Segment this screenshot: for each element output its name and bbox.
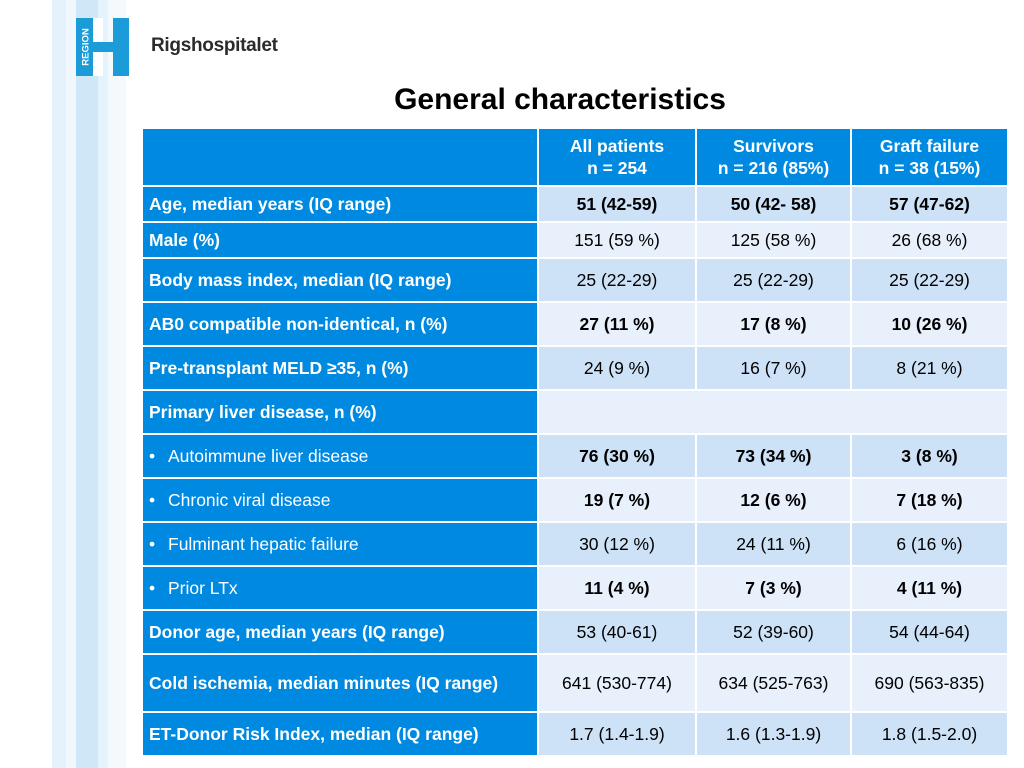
header-col-label: All patients bbox=[569, 136, 665, 156]
logo-bar-right bbox=[113, 18, 129, 76]
row-value-cell: 12 (6 %) bbox=[695, 477, 852, 523]
row-value-cell: 690 (563-835) bbox=[850, 653, 1009, 713]
row-value-cell: 16 (7 %) bbox=[695, 345, 852, 391]
row-value-cell: 25 (22-29) bbox=[695, 257, 852, 303]
row-value-cell: 57 (47-62) bbox=[850, 185, 1009, 223]
row-value-cell: 1.8 (1.5-2.0) bbox=[850, 711, 1009, 757]
row-value-cell: 3 (8 %) bbox=[850, 433, 1009, 479]
row-value-cell: 30 (12 %) bbox=[537, 521, 697, 567]
row-label: Fulminant hepatic failure bbox=[168, 534, 359, 554]
row-value-cell: 52 (39-60) bbox=[695, 609, 852, 655]
row-value-cell: 26 (68 %) bbox=[850, 221, 1009, 259]
logo-text: REGION bbox=[81, 28, 92, 66]
row-label: AB0 compatible non-identical, n (%) bbox=[149, 314, 448, 334]
row-value-cell: 53 (40-61) bbox=[537, 609, 697, 655]
characteristics-table: All patients n = 254 Survivors n = 216 (… bbox=[141, 127, 1009, 757]
logo-crossbar bbox=[93, 42, 117, 52]
row-value-cell: 17 (8 %) bbox=[695, 301, 852, 347]
row-label-cell: AB0 compatible non-identical, n (%) bbox=[141, 301, 539, 347]
header-col-sub: n = 38 (15%) bbox=[878, 158, 981, 178]
row-value-cell: 125 (58 %) bbox=[695, 221, 852, 259]
row-value-cell: 54 (44-64) bbox=[850, 609, 1009, 655]
header-label-cell bbox=[141, 127, 539, 187]
row-value-cell: 8 (21 %) bbox=[850, 345, 1009, 391]
row-blank-cell bbox=[537, 389, 1009, 435]
row-label: Pre-transplant MELD ≥35, n (%) bbox=[149, 358, 409, 378]
row-value-cell: 25 (22-29) bbox=[850, 257, 1009, 303]
row-value-cell: 19 (7 %) bbox=[537, 477, 697, 523]
page-title: General characteristics bbox=[394, 83, 726, 116]
header-col-graft-failure: Graft failure n = 38 (15%) bbox=[850, 127, 1009, 187]
header-col-label: Survivors bbox=[733, 136, 814, 156]
row-label-cell: • Fulminant hepatic failure bbox=[141, 521, 539, 567]
bullet-icon: • bbox=[149, 490, 156, 510]
row-label-cell: Donor age, median years (IQ range) bbox=[141, 609, 539, 655]
row-value-cell: 50 (42- 58) bbox=[695, 185, 852, 223]
row-label: Body mass index, median (IQ range) bbox=[149, 270, 452, 290]
row-value-cell: 73 (34 %) bbox=[695, 433, 852, 479]
row-value-cell: 6 (16 %) bbox=[850, 521, 1009, 567]
row-label-cell: • Chronic viral disease bbox=[141, 477, 539, 523]
row-label-cell: • Autoimmune liver disease bbox=[141, 433, 539, 479]
logo-bar-left bbox=[76, 18, 93, 76]
row-value-cell: 25 (22-29) bbox=[537, 257, 697, 303]
row-value-cell: 151 (59 %) bbox=[537, 221, 697, 259]
row-label-cell: Primary liver disease, n (%) bbox=[141, 389, 539, 435]
table-header-row: All patients n = 254 Survivors n = 216 (… bbox=[141, 127, 1009, 187]
row-label: Donor age, median years (IQ range) bbox=[149, 622, 445, 642]
row-value-cell: 1.6 (1.3-1.9) bbox=[695, 711, 852, 757]
header-col-sub: n = 254 bbox=[587, 158, 647, 178]
table-row: • Autoimmune liver disease 76 (30 %) 73 (34… bbox=[141, 433, 1009, 479]
row-label: Age, median years (IQ range) bbox=[149, 194, 392, 214]
bullet-icon: • bbox=[149, 446, 156, 466]
table-row: • Fulminant hepatic failure 30 (12 %) 24 (1… bbox=[141, 521, 1009, 567]
bullet-icon: • bbox=[149, 534, 156, 554]
row-value-cell: 7 (18 %) bbox=[850, 477, 1009, 523]
row-value-cell: 24 (9 %) bbox=[537, 345, 697, 391]
table-row: AB0 compatible non-identical, n (%) 27 (1… bbox=[141, 301, 1009, 347]
row-label: Male (%) bbox=[149, 230, 220, 250]
table-row: Primary liver disease, n (%) bbox=[141, 389, 1009, 435]
row-label: Autoimmune liver disease bbox=[168, 446, 369, 466]
row-label-cell: ET-Donor Risk Index, median (IQ range) bbox=[141, 711, 539, 757]
table-row: ET-Donor Risk Index, median (IQ range) 1.… bbox=[141, 711, 1009, 757]
row-label-cell: Cold ischemia, median minutes (IQ range) bbox=[141, 653, 539, 713]
header-col-sub: n = 216 (85%) bbox=[717, 158, 830, 178]
row-label: Primary liver disease, n (%) bbox=[149, 402, 377, 422]
table-row: Male (%) 151 (59 %) 125 (58 %) 26 (68 %) bbox=[141, 221, 1009, 259]
row-value-cell: 7 (3 %) bbox=[695, 565, 852, 611]
table-row: Pre-transplant MELD ≥35, n (%) 24 (9 %) 16… bbox=[141, 345, 1009, 391]
row-value-cell: 10 (26 %) bbox=[850, 301, 1009, 347]
brand-name: Rigshospitalet bbox=[151, 35, 278, 56]
table-row: • Prior LTx 11 (4 %) 7 (3 %) 4 (11 %) bbox=[141, 565, 1009, 611]
row-value-cell: 11 (4 %) bbox=[537, 565, 697, 611]
row-label: ET-Donor Risk Index, median (IQ range) bbox=[149, 724, 479, 744]
table-row: • Chronic viral disease 19 (7 %) 12 (6 %) 7 … bbox=[141, 477, 1009, 523]
row-value-cell: 1.7 (1.4-1.9) bbox=[537, 711, 697, 757]
row-label: Prior LTx bbox=[168, 578, 238, 598]
table-row: Cold ischemia, median minutes (IQ range)… bbox=[141, 653, 1009, 713]
row-label-cell: • Prior LTx bbox=[141, 565, 539, 611]
row-value-cell: 4 (11 %) bbox=[850, 565, 1009, 611]
row-label-cell: Pre-transplant MELD ≥35, n (%) bbox=[141, 345, 539, 391]
row-label-cell: Body mass index, median (IQ range) bbox=[141, 257, 539, 303]
header-col-label: Graft failure bbox=[879, 136, 980, 156]
row-value-cell: 76 (30 %) bbox=[537, 433, 697, 479]
table-row: Age, median years (IQ range) 51 (42-59) 50… bbox=[141, 185, 1009, 223]
row-label-cell: Male (%) bbox=[141, 221, 539, 259]
header-col-survivors: Survivors n = 216 (85%) bbox=[695, 127, 852, 187]
row-label-cell: Age, median years (IQ range) bbox=[141, 185, 539, 223]
row-value-cell: 634 (525-763) bbox=[695, 653, 852, 713]
row-value-cell: 27 (11 %) bbox=[537, 301, 697, 347]
header-col-all: All patients n = 254 bbox=[537, 127, 697, 187]
table-row: Body mass index, median (IQ range) 25 (22… bbox=[141, 257, 1009, 303]
region-h-logo: REGION bbox=[76, 18, 129, 76]
row-label: Cold ischemia, median minutes (IQ range) bbox=[149, 673, 499, 693]
row-value-cell: 51 (42-59) bbox=[537, 185, 697, 223]
bullet-icon: • bbox=[149, 578, 156, 598]
table-row: Donor age, median years (IQ range) 53 (40… bbox=[141, 609, 1009, 655]
row-label: Chronic viral disease bbox=[168, 490, 331, 510]
row-value-cell: 641 (530-774) bbox=[537, 653, 697, 713]
row-value-cell: 24 (11 %) bbox=[695, 521, 852, 567]
